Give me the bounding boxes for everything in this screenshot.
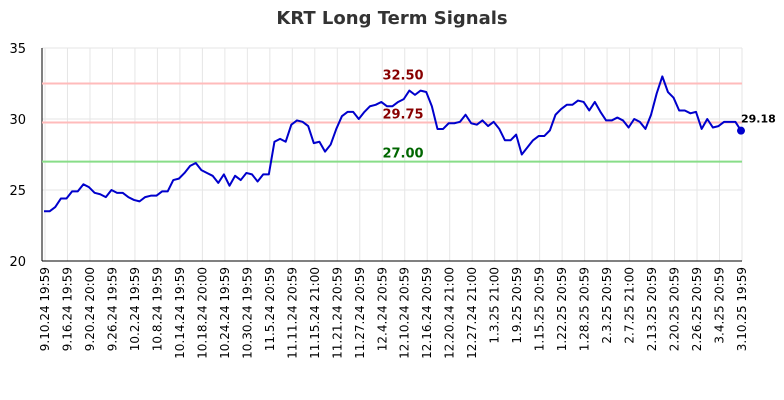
x-tick-label: 9.10.24 19:59 [38,267,52,351]
x-tick-label: 11.5.24 20:59 [263,267,277,351]
last-point-label: 29.18 [741,113,776,126]
x-tick-label: 10.18.24 20:00 [195,267,209,359]
y-tick-label: 35 [9,42,26,57]
x-tick-label: 10.30.24 19:59 [240,267,254,359]
x-tick-label: 2.13.25 20:59 [645,267,659,351]
x-tick-label: 2.20.25 20:59 [668,267,682,351]
x-tick-label: 1.3.25 21:00 [488,267,502,344]
x-tick-label: 9.16.24 19:59 [60,267,74,351]
x-tick-label: 12.16.24 20:59 [420,267,434,359]
x-tick-label: 10.24.24 19:59 [218,267,232,359]
x-tick-label: 10.14.24 19:59 [173,267,187,359]
x-tick-label: 12.20.24 21:00 [443,267,457,359]
y-tick-label: 30 [9,113,26,128]
x-tick-label: 1.22.25 20:59 [555,267,569,351]
x-tick-label: 3.10.25 19:59 [735,267,749,351]
x-tick-label: 1.15.25 20:59 [533,267,547,351]
x-tick-label: 12.27.24 21:00 [465,267,479,359]
series-line [44,75,742,213]
x-tick-label: 9.20.24 20:00 [83,267,97,351]
x-tick-label: 10.8.24 19:59 [150,267,164,351]
x-tick-label: 1.9.25 20:59 [510,267,524,344]
x-tick-label: 11.27.24 20:59 [353,267,367,359]
x-tick-label: 11.11.24 20:59 [285,267,299,359]
x-tick-label: 2.3.25 20:59 [600,267,614,344]
reference-label: 32.50 [382,69,423,84]
x-tick-label: 3.4.25 20:59 [713,267,727,344]
x-tick-label: 9.26.24 19:59 [105,267,119,351]
chart-title: KRT Long Term Signals [276,8,508,29]
x-tick-label: 12.4.24 20:59 [375,267,389,351]
last-point-marker [737,126,745,135]
x-tick-label: 10.2.24 19:59 [128,267,142,351]
y-tick-label: 20 [9,255,26,270]
x-tick-label: 11.21.24 20:59 [330,267,344,359]
x-tick-label: 12.10.24 20:59 [398,267,412,359]
x-tick-label: 1.28.25 20:59 [578,267,592,351]
reference-label: 29.75 [382,108,423,123]
x-tick-label: 11.15.24 21:00 [308,267,322,359]
reference-label: 27.00 [382,147,423,162]
y-tick-label: 25 [9,184,26,199]
x-tick-label: 2.7.25 21:00 [623,267,637,344]
x-tick-label: 2.26.25 20:59 [690,267,704,351]
